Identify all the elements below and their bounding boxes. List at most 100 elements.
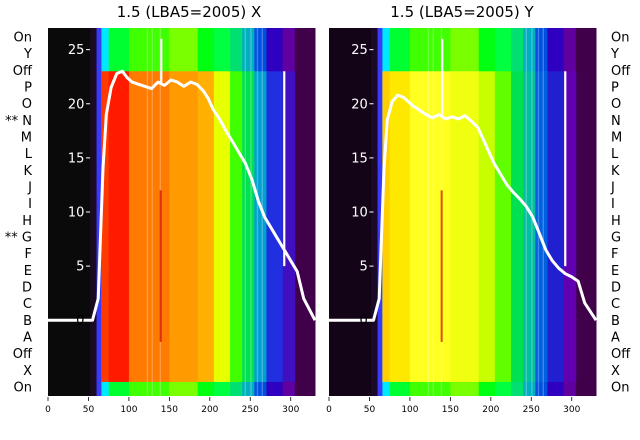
heatmap-column-inner [282,71,296,382]
heatmap-column-outer [371,28,379,396]
side-label-left: O [22,97,32,112]
side-label-left: A [23,331,32,346]
side-label-left: K [23,164,32,179]
heatmap-column-inner [266,71,284,382]
side-label-right: O [611,97,621,112]
heatmap-column-inner [563,71,577,382]
heatmap-spike [159,190,162,342]
y-tick-label: 15 [351,151,368,166]
y-tick-label: 0 [76,314,84,329]
right-heatmap [329,28,597,396]
heatmap-column-inner [478,71,496,382]
left-heatmap [48,28,316,396]
x-tick-label: 200 [201,405,218,415]
heatmap-streak [531,28,533,396]
heatmap-column-outer [96,28,102,396]
side-label-left: C [23,297,32,312]
side-label-left: M [21,131,32,146]
side-label-right: E [611,264,619,279]
x-tick-label: 100 [401,405,418,415]
x-tick-label: 50 [83,405,95,415]
side-label-left: J [27,181,32,196]
heatmap-column-inner [128,71,170,382]
x-tick-label: 100 [120,405,137,415]
heatmap-column-inner [108,71,130,382]
heatmap-column-inner [197,71,215,382]
right-x-ticks: 0 50 100 150 200 250 300 [326,397,581,415]
left-curve [48,38,317,322]
heatmap-column-outer [329,28,372,396]
side-label-right: I [611,197,615,212]
right-y-ticks: 0 5 10 15 20 25 [351,43,374,329]
side-label-right: X [611,364,620,379]
heatmap-column-inner [535,71,548,382]
left-x-ticks: 0 50 100 150 200 250 300 [45,397,300,415]
left-panel: 1.5 (LBA5=2005) X 0 5 10 15 20 25 [48,3,317,396]
x-tick-label: 250 [523,405,540,415]
side-label-left: L [25,147,33,162]
heatmap-spike [440,190,443,342]
heatmap-streak [151,28,153,396]
side-label-right: Y [610,47,619,62]
heatmap-column-inner [523,71,536,382]
side-label-right: G [611,231,621,246]
side-label-right: A [611,331,620,346]
side-label-right: C [611,297,620,312]
right-curve [329,38,598,322]
side-label-right: On [611,381,629,396]
side-label-left: On [14,31,32,46]
heatmap-column-outer [294,28,316,396]
heatmap-streak [537,28,540,396]
heatmap-column-inner [409,71,451,382]
x-tick-label: 300 [563,405,580,415]
heatmap-column-inner [494,71,512,382]
heatmap-column-inner [389,71,411,382]
side-label-right: F [611,247,618,262]
side-label-right: K [611,164,620,179]
heatmap-column-inner [511,71,524,382]
heatmap-streak [427,28,430,396]
y-tick-label: 5 [76,260,84,275]
left-y-ticks: 0 5 10 15 20 25 [68,43,91,329]
x-tick-label: 150 [442,405,459,415]
side-label-left: Off [13,64,33,79]
side-label-left: Y [23,47,32,62]
y-tick-label: 0 [360,314,368,329]
heatmap-streak [146,28,149,396]
side-label-right: Off [611,347,631,362]
side-label-left: B [23,314,32,329]
side-label-right: B [611,314,620,329]
x-tick-label: 250 [242,405,259,415]
heatmap-column-inner [242,71,255,382]
heatmap-column-outer [90,28,98,396]
y-tick-label: 10 [351,206,368,221]
side-label-left: X [23,364,32,379]
left-panel-title: 1.5 (LBA5=2005) X [117,3,262,21]
heatmap-streak [542,28,544,396]
heatmap-streak [244,28,247,396]
side-label-right: D [611,281,621,296]
side-label-left: I [28,197,32,212]
side-label-left: H [22,214,32,229]
heatmap-column-inner [547,71,565,382]
side-label-right: On [611,31,629,46]
heatmap-column-inner [230,71,243,382]
y-tick-label: 10 [68,206,85,221]
heatmap-column-inner [213,71,231,382]
heatmap-column-inner [382,71,391,382]
side-label-left: On [14,381,32,396]
side-label-left: D [22,281,32,296]
heatmap-streak [525,28,528,396]
heatmap-streak [432,28,434,396]
side-label-left: ** G [5,231,32,246]
side-label-right: H [611,214,621,229]
heatmap-column-outer [377,28,383,396]
side-label-left: E [24,264,32,279]
x-tick-label: 0 [326,405,332,415]
side-label-left: P [24,81,32,96]
y-tick-label: 25 [351,43,368,58]
side-label-right: Off [611,64,631,79]
